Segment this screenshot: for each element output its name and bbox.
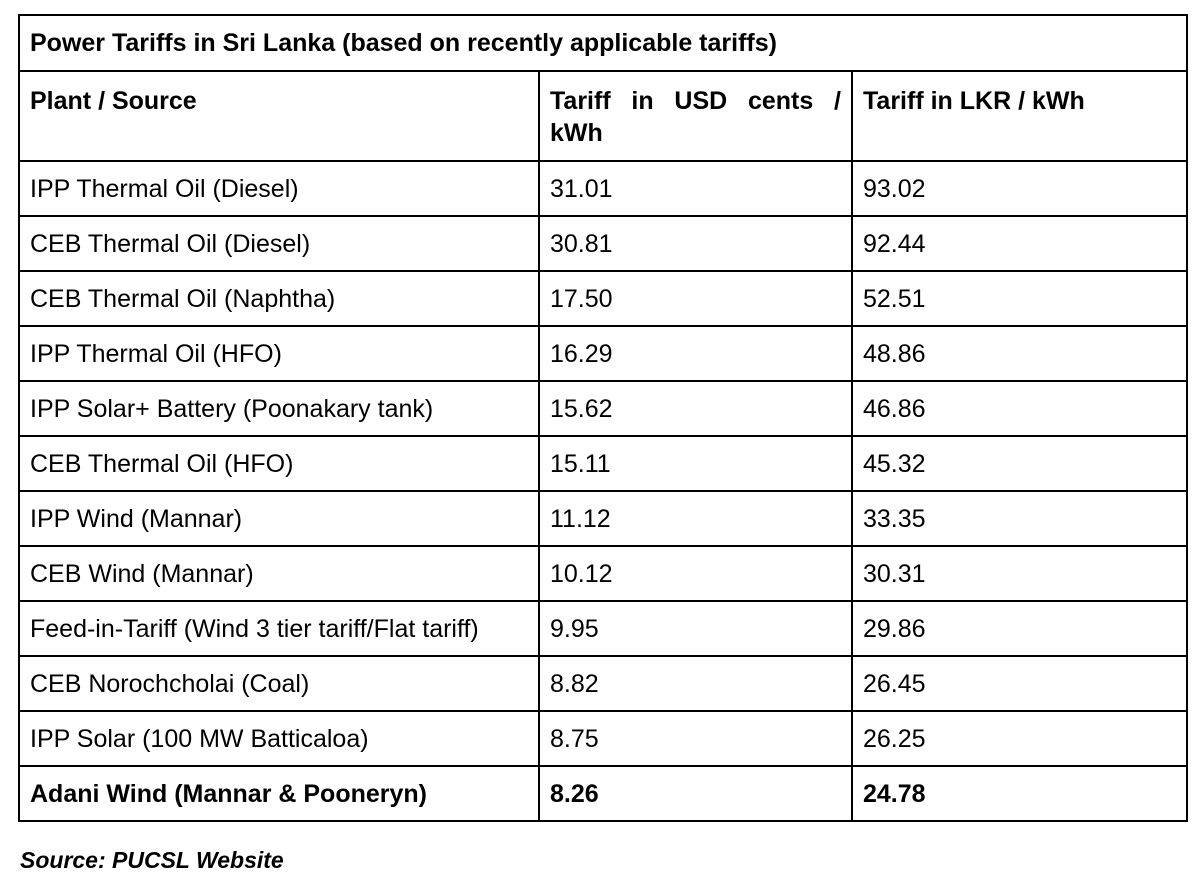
header-plant-source: Plant / Source [18, 70, 540, 162]
tariff-lkr-cell: 52.51 [850, 270, 1189, 327]
table-row: IPP Thermal Oil (Diesel) 31.01 93.02 [18, 160, 1189, 217]
tariff-lkr-cell: 24.78 [850, 765, 1189, 822]
plant-source-cell: CEB Wind (Mannar) [18, 545, 540, 602]
tariff-usd-cell: 16.29 [538, 325, 853, 382]
plant-source-cell: CEB Thermal Oil (Diesel) [18, 215, 540, 272]
table-row: IPP Wind (Mannar) 11.12 33.35 [18, 490, 1189, 547]
plant-source-cell: IPP Wind (Mannar) [18, 490, 540, 547]
table-row: Feed-in-Tariff (Wind 3 tier tariff/Flat … [18, 600, 1189, 657]
header-tariff-lkr: Tariff in LKR / kWh [850, 70, 1189, 162]
table-row: IPP Solar+ Battery (Poonakary tank) 15.6… [18, 380, 1189, 437]
table-row: CEB Norochcholai (Coal) 8.82 26.45 [18, 655, 1189, 712]
table-title-row: Power Tariffs in Sri Lanka (based on rec… [17, 14, 1189, 72]
source-note: Source: PUCSL Website [20, 847, 284, 873]
tariff-usd-cell: 17.50 [538, 270, 853, 327]
tariff-usd-cell: 8.26 [538, 765, 853, 822]
plant-source-cell: Adani Wind (Mannar & Pooneryn) [18, 765, 540, 822]
tariff-lkr-cell: 29.86 [850, 600, 1189, 657]
table-title: Power Tariffs in Sri Lanka (based on rec… [17, 14, 1189, 72]
tariff-lkr-cell: 26.45 [850, 655, 1189, 712]
table-row: CEB Thermal Oil (Diesel) 30.81 92.44 [18, 215, 1189, 272]
tariff-lkr-cell: 26.25 [850, 710, 1189, 767]
table-row: IPP Solar (100 MW Batticaloa) 8.75 26.25 [18, 710, 1189, 767]
plant-source-cell: Feed-in-Tariff (Wind 3 tier tariff/Flat … [18, 600, 540, 657]
tariff-usd-cell: 15.11 [538, 435, 853, 492]
tariff-usd-cell: 11.12 [538, 490, 853, 547]
tariff-lkr-cell: 46.86 [850, 380, 1189, 437]
tariff-table: Power Tariffs in Sri Lanka (based on rec… [17, 14, 1189, 822]
tariff-lkr-cell: 48.86 [850, 325, 1189, 382]
plant-source-cell: IPP Thermal Oil (Diesel) [18, 160, 540, 217]
table-row: CEB Wind (Mannar) 10.12 30.31 [18, 545, 1189, 602]
table-row: CEB Thermal Oil (HFO) 15.11 45.32 [18, 435, 1189, 492]
plant-source-cell: CEB Thermal Oil (Naphtha) [18, 270, 540, 327]
tariff-lkr-cell: 33.35 [850, 490, 1189, 547]
plant-source-cell: CEB Norochcholai (Coal) [18, 655, 540, 712]
plant-source-cell: IPP Thermal Oil (HFO) [18, 325, 540, 382]
tariff-usd-cell: 8.75 [538, 710, 853, 767]
tariff-lkr-cell: 93.02 [850, 160, 1189, 217]
tariff-lkr-cell: 92.44 [850, 215, 1189, 272]
tariff-usd-cell: 31.01 [538, 160, 853, 217]
tariff-usd-cell: 10.12 [538, 545, 853, 602]
plant-source-cell: IPP Solar+ Battery (Poonakary tank) [18, 380, 540, 437]
table-row: IPP Thermal Oil (HFO) 16.29 48.86 [18, 325, 1189, 382]
plant-source-cell: CEB Thermal Oil (HFO) [18, 435, 540, 492]
table-row: CEB Thermal Oil (Naphtha) 17.50 52.51 [18, 270, 1189, 327]
header-tariff-usd: Tariff in USD cents / kWh [538, 70, 853, 162]
table-row-highlighted: Adani Wind (Mannar & Pooneryn) 8.26 24.7… [18, 765, 1189, 822]
tariff-lkr-cell: 45.32 [850, 435, 1189, 492]
tariff-lkr-cell: 30.31 [850, 545, 1189, 602]
tariff-usd-cell: 15.62 [538, 380, 853, 437]
table-header-row: Plant / Source Tariff in USD cents / kWh… [18, 70, 1189, 162]
tariff-usd-cell: 30.81 [538, 215, 853, 272]
plant-source-cell: IPP Solar (100 MW Batticaloa) [18, 710, 540, 767]
tariff-usd-cell: 9.95 [538, 600, 853, 657]
tariff-usd-cell: 8.82 [538, 655, 853, 712]
